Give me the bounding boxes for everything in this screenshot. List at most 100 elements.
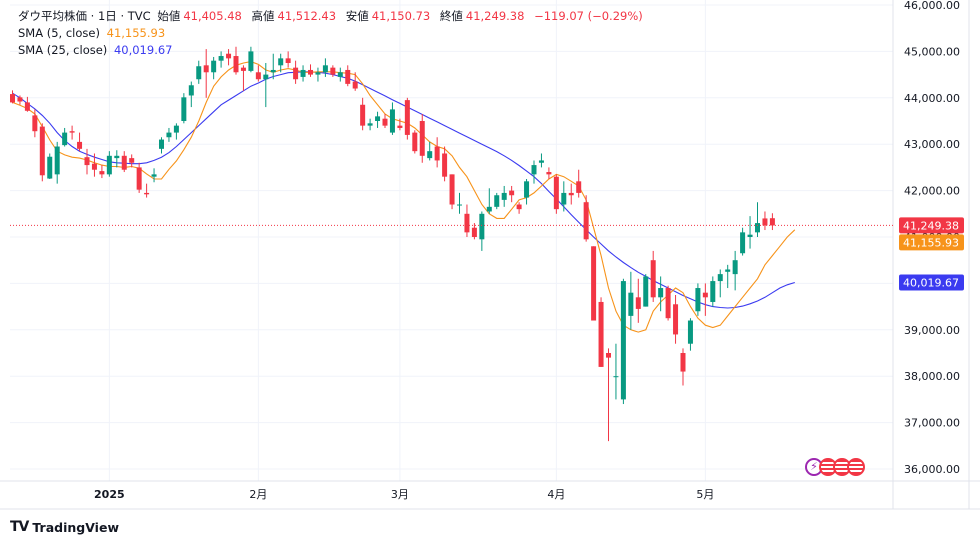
candle-body	[47, 156, 53, 179]
candle-body	[449, 174, 455, 205]
candle-body	[136, 167, 142, 190]
low-label: 安値	[345, 9, 369, 23]
candle-body	[628, 292, 634, 316]
candle-body	[643, 276, 649, 307]
candle-body	[345, 69, 351, 84]
candle-body	[665, 288, 671, 319]
candle-body	[367, 123, 373, 126]
time-axis[interactable]: 2025 2月 3月 4月 5月	[94, 488, 714, 501]
candle-body	[702, 292, 708, 298]
candle-body	[673, 304, 679, 335]
candle-body	[17, 97, 23, 102]
candle-body	[658, 288, 664, 298]
high-label: 高値	[251, 9, 275, 23]
candle-body	[129, 158, 135, 163]
candle-body	[233, 56, 239, 73]
candle-body	[255, 72, 261, 80]
sma5-line	[12, 61, 796, 333]
candle-body	[300, 69, 306, 77]
candle-body	[755, 223, 760, 233]
symbol-legend: ダウ平均株価 · 1日 · TVC 始値 41,405.48 高値 41,512.4…	[18, 9, 646, 23]
price-tick-label: 45,000.00	[904, 45, 960, 58]
time-tick-label: 3月	[391, 488, 409, 501]
sma5-path	[12, 61, 796, 333]
candle-body	[427, 151, 433, 159]
candle-body	[509, 190, 515, 196]
candle-body	[106, 155, 112, 175]
candle-body	[84, 157, 90, 166]
sma25-path	[12, 71, 795, 309]
candle-body	[397, 125, 403, 128]
symbol-title[interactable]: ダウ平均株価 · 1日 · TVC	[18, 9, 151, 23]
tradingview-logo[interactable]: TV TradingView	[10, 519, 119, 535]
candle-body	[762, 218, 768, 226]
price-axis[interactable]: 36,000.00 37,000.00 38,000.00 39,000.00 40,0…	[899, 0, 964, 476]
candle-body	[591, 246, 597, 321]
candle-body	[434, 146, 440, 161]
candle-body	[375, 116, 381, 121]
candle-body	[524, 181, 530, 198]
candle-body	[561, 192, 567, 205]
candles	[10, 46, 775, 442]
candle-body	[717, 274, 723, 282]
low-value: 41,150.73	[371, 9, 431, 23]
candle-body	[330, 67, 336, 75]
candle-body	[39, 126, 45, 176]
candle-body	[531, 165, 537, 175]
candle-body	[769, 218, 775, 226]
candle-body	[687, 320, 693, 344]
candle-body	[598, 301, 604, 367]
time-tick-label: 4月	[547, 488, 565, 501]
candle-body	[546, 172, 552, 175]
sma25-legend[interactable]: SMA (25, close) 40,019.67	[18, 43, 175, 57]
candle-body	[389, 109, 395, 133]
candle-body	[710, 281, 716, 302]
candle-body	[442, 153, 448, 177]
price-tick-label: 46,000.00	[904, 0, 960, 12]
open-label: 始値	[157, 9, 181, 23]
candle-body	[732, 260, 738, 275]
candle-body	[680, 353, 686, 372]
price-tick-label: 39,000.00	[904, 324, 960, 337]
candle-body	[173, 125, 179, 133]
candle-body	[91, 163, 97, 170]
candle-body	[516, 204, 522, 210]
candle-body	[151, 174, 157, 177]
candle-body	[479, 213, 485, 240]
sma5-value: 41,155.93	[106, 26, 166, 40]
candle-body	[77, 141, 83, 149]
candle-body	[293, 67, 299, 80]
sma25-label: SMA (25, close)	[18, 43, 108, 57]
candle-body	[32, 115, 38, 132]
candle-body	[166, 132, 172, 138]
candle-body	[486, 206, 492, 212]
candle-body	[494, 195, 500, 207]
candle-body	[270, 69, 276, 73]
brand-name: TradingView	[32, 519, 119, 535]
candle-body	[725, 269, 731, 272]
candle-body	[583, 202, 589, 240]
candle-body	[471, 227, 477, 237]
price-tick-label: 38,000.00	[904, 370, 960, 383]
candle-body	[322, 65, 328, 73]
candle-body	[352, 81, 358, 89]
candle-body	[188, 85, 194, 96]
close-value: 41,249.38	[465, 9, 525, 23]
candle-body	[613, 376, 619, 378]
us-flag-event-icon[interactable]	[847, 458, 865, 476]
candle-body	[747, 234, 753, 237]
time-tick-label: 5月	[696, 488, 714, 501]
candle-body	[308, 69, 313, 75]
sma5-legend[interactable]: SMA (5, close) 41,155.93	[18, 26, 168, 40]
candle-body	[568, 192, 574, 196]
candle-body	[69, 131, 75, 133]
price-badge	[899, 234, 964, 251]
price-badge-label: 41,249.38	[903, 219, 959, 232]
time-tick-label: 2025	[94, 488, 125, 501]
candle-body	[114, 155, 120, 159]
open-value: 41,405.48	[183, 9, 242, 23]
candle-body	[181, 97, 187, 121]
candle-body	[211, 60, 217, 73]
candle-body	[360, 104, 366, 126]
